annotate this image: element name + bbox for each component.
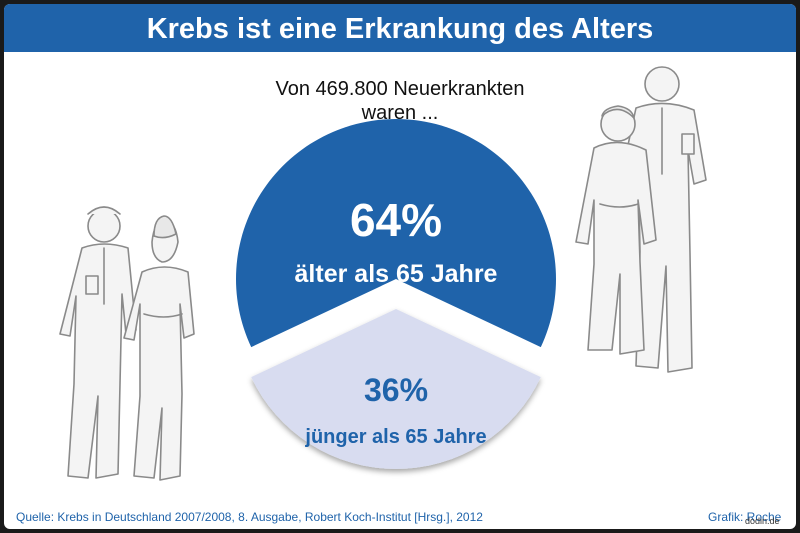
chart-subtitle: Von 469.800 Neuerkrankten waren ... [4,77,796,125]
subtitle-line-2: waren ... [361,102,439,124]
pie-slices [236,119,556,470]
pie-slice-juenger [251,309,541,470]
pie-chart: 64% älter als 65 Jahre 36% jünger als 65 Ja… [59,66,707,481]
value-label-aelter: 64% [350,194,442,246]
watermark: dodin.de [745,516,780,526]
pie-labels: 64% älter als 65 Jahre 36% jünger als 65 Ja… [295,194,498,448]
pie-slice-aelter [236,119,556,348]
slice-label-aelter: älter als 65 Jahre [295,260,498,288]
value-label-juenger: 36% [364,372,428,408]
page-title: Krebs ist eine Erkrankung des Alters [4,4,796,52]
young-couple-illustration [59,206,195,481]
infographic-card: Krebs ist eine Erkrankung des Alters Von… [4,4,796,529]
source-note: Quelle: Krebs in Deutschland 2007/2008, … [16,510,483,524]
elderly-couple-illustration [575,66,707,373]
subtitle-line-1: Von 469.800 Neuerkrankten [275,78,525,100]
graphic-credit: Grafik: Roche [708,510,782,524]
slice-label-juenger: jünger als 65 Jahre [304,426,486,448]
